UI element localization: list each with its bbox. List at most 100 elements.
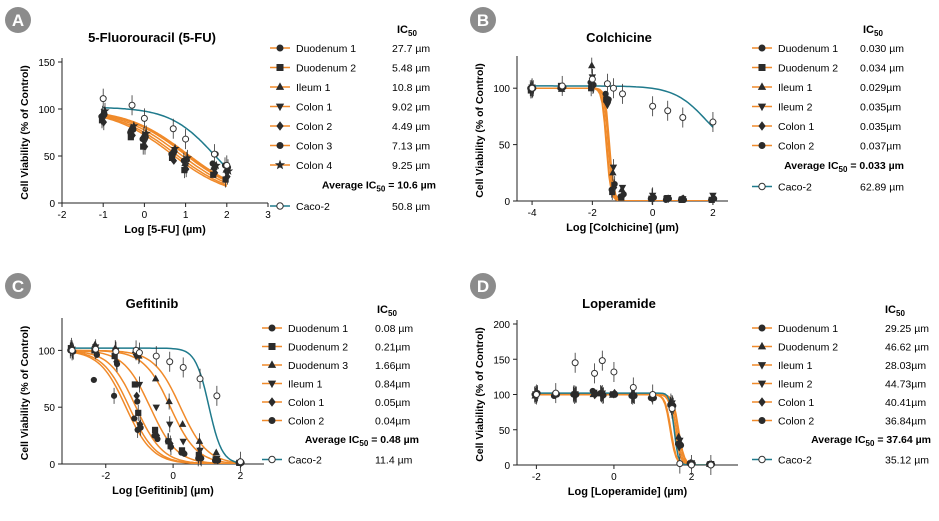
data-point: [214, 457, 222, 464]
data-point-caco-2: [196, 375, 204, 383]
data-point-caco-2: [709, 118, 717, 126]
legend-marker: [276, 64, 284, 71]
data-point-caco-2: [558, 82, 566, 90]
data-point: [224, 166, 234, 175]
data-point: [170, 156, 178, 165]
data-point-caco-2: [135, 349, 143, 357]
legend-marker: [268, 397, 276, 407]
x-tick-label: -2: [532, 472, 541, 483]
data-point: [133, 391, 140, 401]
fit-curve-ileum-2: [532, 87, 713, 201]
fit-curve-colon-2: [532, 87, 713, 201]
y-tick-label: 0: [49, 199, 55, 210]
x-tick-label: -2: [588, 208, 597, 219]
data-point: [212, 448, 220, 456]
legend-ic50: 0.05µm: [375, 397, 410, 409]
average-value: = 10.6 µm: [385, 180, 436, 192]
fit-curve-colon-1: [532, 87, 713, 201]
legend-label: Ileum 1: [778, 360, 813, 372]
legend-marker: [268, 343, 276, 350]
data-point: [166, 421, 174, 429]
legend-marker-caco: [268, 455, 276, 464]
legend-ic50: 29.25 µm: [885, 323, 929, 335]
data-point: [605, 96, 612, 103]
legend-label: Colon 4: [296, 160, 332, 172]
fit-curve-ileum-1: [536, 393, 711, 465]
legend-marker: [757, 341, 767, 350]
data-point: [609, 164, 618, 172]
panel-letter: B: [477, 11, 489, 30]
data-point: [195, 437, 204, 444]
chart-title: Colchicine: [586, 30, 652, 45]
data-point-caco-2: [68, 346, 76, 354]
ic50-header: IC50: [377, 304, 397, 318]
x-axis-label: Log [Loperamide] (µm): [568, 486, 688, 498]
data-point: [165, 397, 173, 405]
legend-marker: [267, 380, 277, 389]
legend-ic50: 27.7 µm: [392, 43, 430, 55]
legend-ic50: 9.25 µm: [392, 160, 430, 172]
data-point-caco-2: [664, 107, 672, 115]
legend-marker: [276, 142, 284, 149]
legend-ic50: 0.04µm: [375, 416, 410, 428]
legend-label: Colon 1: [778, 397, 814, 409]
data-point: [137, 424, 144, 431]
legend-label: Colon 1: [296, 102, 332, 114]
legend-ic50: 36.84µm: [885, 416, 926, 428]
x-tick-label: 0: [170, 471, 176, 482]
legend-marker: [274, 159, 286, 170]
legend-label: Duodenum 2: [778, 63, 838, 75]
legend-marker: [758, 44, 766, 52]
x-tick-label: 2: [238, 471, 244, 482]
average-ic50: Average IC50 = 10.6 µm: [322, 180, 436, 194]
data-point: [592, 390, 599, 397]
x-tick-label: 0: [142, 210, 148, 221]
data-point-caco-2: [610, 368, 618, 376]
legend-label: Colon 2: [288, 416, 324, 428]
legend-label: Ileum 1: [288, 379, 323, 391]
legend-ic50-caco: 62.89 µm: [860, 182, 904, 194]
data-point: [129, 131, 136, 140]
legend-label: Duodenum 1: [296, 43, 356, 55]
x-tick-label: -1: [99, 210, 108, 221]
legend-ic50: 0.030 µm: [860, 43, 904, 55]
average-sub: 50: [359, 439, 368, 448]
legend-marker: [757, 103, 767, 112]
legend-label: Duodenum 1: [288, 323, 348, 335]
x-tick-label: 0: [611, 472, 617, 483]
legend-ic50: 0.034 µm: [860, 63, 904, 75]
legend-label-caco: Caco-2: [778, 455, 812, 467]
fit-curve-colon-2: [103, 116, 228, 188]
y-tick-label: 100: [38, 346, 55, 357]
ic50-header-sub: 50: [388, 309, 397, 318]
panel-badge: [5, 7, 31, 33]
legend-label: Colon 1: [778, 121, 814, 133]
data-point: [609, 168, 617, 176]
data-point-caco-2: [166, 358, 174, 366]
legend-marker: [758, 121, 766, 131]
fit-curve-duodenum-1: [532, 87, 713, 201]
legend-ic50: 0.029µm: [860, 82, 901, 94]
data-point: [618, 184, 627, 192]
data-point: [611, 180, 618, 188]
legend-label: Duodenum 1: [778, 43, 838, 55]
average-sub: 50: [376, 185, 385, 194]
data-point-caco-2: [588, 75, 596, 83]
data-point: [677, 442, 685, 449]
fit-curve-duodenum-1: [536, 393, 711, 465]
data-point: [590, 81, 597, 88]
y-axis-label: Cell Viability (% of Control): [19, 326, 31, 461]
legend-label-caco: Caco-2: [296, 201, 330, 213]
fit-curve-caco-2: [103, 107, 228, 169]
legend-marker: [758, 397, 766, 407]
fit-curve-duodenum-2: [532, 87, 713, 201]
fit-curve-ileum-1: [532, 87, 713, 201]
data-point-caco-2: [591, 369, 599, 377]
ic50-header-main: IC: [397, 24, 408, 36]
data-point: [135, 381, 144, 389]
legend-ic50: 0.21µm: [375, 342, 410, 354]
legend-label: Ileum 1: [778, 82, 813, 94]
x-tick-label: -4: [528, 208, 537, 219]
data-point-caco-2: [99, 95, 107, 103]
